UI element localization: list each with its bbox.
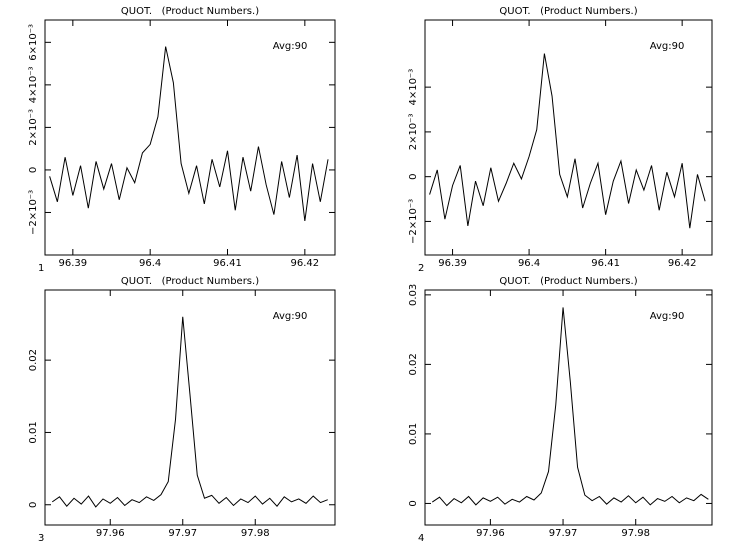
y-tick-label: 0.03	[408, 284, 419, 306]
x-tick-label: 96.39	[59, 258, 88, 269]
plot-frame	[44, 19, 336, 256]
panel: QUOT. (Product Numbers.) Avg:90 2 96.39 96.4…	[408, 6, 713, 274]
y-tick-label: 4×10⁻³	[28, 66, 39, 103]
y-tick-label: −2×10⁻³	[408, 199, 419, 244]
trace	[51, 316, 328, 508]
panel-label: 2	[418, 263, 424, 274]
y-tick-label: 2×10⁻³	[28, 109, 39, 146]
panel: QUOT. (Product Numbers.) Avg:90 4 97.96 97.9…	[408, 276, 713, 544]
annotation: Avg:90	[273, 311, 308, 322]
x-tick-label: 97.96	[476, 528, 505, 539]
x-tick-label: 97.98	[241, 528, 270, 539]
panel: QUOT. (Product Numbers.) Avg:90 1 96.39 96.4…	[28, 6, 336, 274]
y-tick-label: 0.02	[28, 349, 39, 371]
trace	[429, 53, 706, 229]
y-tick-label: 0.02	[408, 353, 419, 375]
plot-frame	[424, 289, 713, 526]
panel: QUOT. (Product Numbers.) Avg:90 3 97.96 97.9…	[28, 276, 336, 544]
annotation: Avg:90	[650, 311, 685, 322]
y-tick-label: 0	[408, 500, 419, 506]
y-tick-label: −2×10⁻³	[28, 190, 39, 235]
x-tick-label: 97.98	[621, 528, 650, 539]
x-tick-label: 97.97	[168, 528, 197, 539]
y-tick-label: 0	[28, 502, 39, 508]
x-tick-label: 96.42	[291, 258, 320, 269]
panel-label: 3	[38, 533, 44, 544]
plot-frame	[424, 19, 713, 256]
x-tick-label: 97.97	[549, 528, 578, 539]
plot-frame	[44, 289, 336, 526]
y-tick-label: 0.01	[408, 423, 419, 445]
panel-label: 4	[418, 533, 424, 544]
trace	[431, 307, 709, 507]
x-tick-label: 96.4	[139, 258, 161, 269]
annotation: Avg:90	[273, 41, 308, 52]
y-tick-label: 0	[28, 167, 39, 173]
x-tick-label: 96.42	[668, 258, 697, 269]
x-tick-label: 97.96	[96, 528, 125, 539]
annotation: Avg:90	[650, 41, 685, 52]
y-tick-label: 0.01	[28, 421, 39, 443]
y-tick-label: 6×10⁻³	[28, 24, 39, 61]
panel-title: QUOT. (Product Numbers.)	[499, 6, 637, 17]
x-tick-label: 96.41	[213, 258, 242, 269]
panel-label: 1	[38, 263, 44, 274]
y-tick-label: 0	[408, 173, 419, 179]
x-tick-label: 96.41	[591, 258, 620, 269]
y-tick-label: 4×10⁻³	[408, 69, 419, 106]
panel-title: QUOT. (Product Numbers.)	[121, 6, 259, 17]
panel-title: QUOT. (Product Numbers.)	[499, 276, 637, 287]
trace	[49, 46, 329, 222]
panel-title: QUOT. (Product Numbers.)	[121, 276, 259, 287]
x-tick-label: 96.4	[518, 258, 540, 269]
x-tick-label: 96.39	[438, 258, 467, 269]
y-tick-label: 2×10⁻³	[408, 114, 419, 151]
